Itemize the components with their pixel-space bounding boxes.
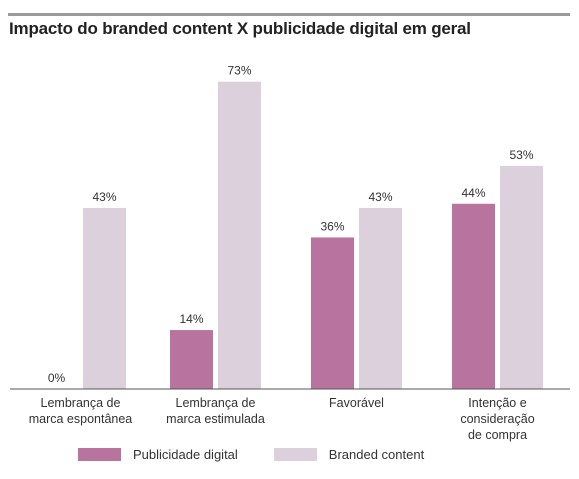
bar-s1-c1: [218, 81, 261, 390]
category-label-3-line-0: Intenção e: [468, 396, 526, 410]
category-label-3-line-2: de compra: [468, 428, 527, 442]
bars-layer: [83, 81, 543, 390]
bar-s0-c3: [452, 203, 495, 389]
bar-s1-c2: [359, 207, 402, 389]
value-label-s1-c3: 53%: [509, 148, 533, 162]
category-label-1-line-0: Lembrança de: [176, 396, 256, 410]
bar-s0-c2: [311, 237, 354, 389]
value-label-s0-c3: 44%: [461, 186, 485, 200]
value-label-s1-c0: 43%: [92, 190, 116, 204]
legend-label-branded-content: Branded content: [328, 446, 425, 462]
bar-s1-c0: [83, 207, 126, 389]
legend-swatch-publicidade-digital: [78, 447, 121, 461]
category-label-0: Lembrança de marca espontânea: [29, 396, 133, 426]
category-label-1-line-1: marca estimulada: [166, 412, 265, 426]
legend: Publicidade digital Branded content: [78, 445, 460, 463]
legend-item-publicidade-digital: Publicidade digital: [78, 447, 238, 462]
chart-title: Impacto do branded content X publicidade…: [9, 19, 471, 38]
value-label-s1-c1: 73%: [227, 64, 251, 78]
legend-item-branded-content: Branded content: [273, 446, 425, 462]
value-labels-layer: 0% 14% 36% 44% 43% 73% 43% 53%: [48, 64, 534, 385]
legend-label-publicidade-digital: Publicidade digital: [133, 446, 238, 462]
bar-s0-c1: [170, 330, 213, 389]
category-label-0-line-0: Lembrança de: [41, 396, 121, 410]
category-label-0-line-1: marca espontânea: [29, 412, 133, 426]
top-rule: [8, 13, 570, 16]
category-label-1: Lembrança de marca estimulada: [166, 396, 265, 426]
value-label-s0-c0: 0%: [48, 371, 66, 385]
category-label-2-line-0: Favorável: [329, 396, 384, 410]
category-label-3: Intenção e consideração de compra: [460, 396, 534, 442]
bar-s1-c3: [500, 165, 543, 389]
value-label-s1-c2: 43%: [368, 190, 392, 204]
value-label-s0-c1: 14%: [179, 312, 203, 326]
category-label-3-line-1: consideração: [460, 412, 534, 426]
legend-swatch-branded-content: [273, 447, 317, 461]
value-label-s0-c2: 36%: [320, 219, 344, 233]
category-label-2: Favorável: [329, 396, 384, 410]
